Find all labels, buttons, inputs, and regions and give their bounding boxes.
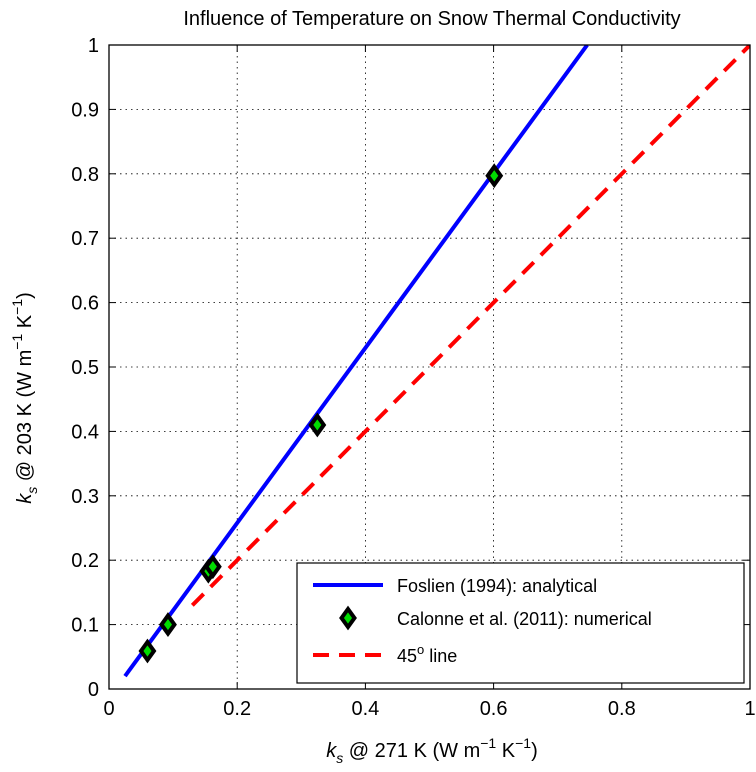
y-tick-label: 0 — [88, 679, 99, 701]
ticks: 0 0.2 0.4 0.6 0.8 1 0 0.1 0.2 0.3 0.4 0.5 0.6 0.7 0.8 0… — [71, 35, 755, 720]
legend-item: 45o line — [313, 642, 457, 666]
x-tick-label: 0.2 — [223, 698, 251, 720]
y-tick-label: 0.5 — [71, 357, 99, 379]
calonne-data-point — [308, 412, 327, 438]
calonne-data-point — [159, 612, 177, 638]
y-tick-label: 0.8 — [71, 164, 99, 186]
y-tick-label: 1 — [88, 35, 99, 57]
chart-title: Influence of Temperature on Snow Thermal… — [183, 8, 680, 30]
x-tick-label: 1 — [744, 698, 755, 720]
x-axis-label: ks @ 271 K (W m−1 K−1) — [326, 735, 538, 766]
legend-swatch — [339, 605, 357, 631]
y-tick-label: 0.7 — [71, 228, 99, 250]
y-tick-label: 0.2 — [71, 550, 99, 572]
legend: Foslien (1994): analytical Calonne et al.… — [296, 562, 745, 684]
x-tick-label: 0 — [103, 698, 114, 720]
x-tick-label: 0.4 — [351, 698, 379, 720]
calonne-data-point — [138, 638, 157, 664]
grid — [109, 45, 750, 689]
series-layer — [123, 45, 750, 678]
x-tick-label: 0.8 — [608, 698, 636, 720]
legend-item: Foslien (1994): analytical — [313, 576, 597, 596]
calonne-data-point — [485, 163, 504, 189]
series-45-degree-line — [190, 45, 750, 607]
x-tick-label: 0.6 — [480, 698, 508, 720]
calonne-data-point — [203, 554, 222, 580]
y-tick-label: 0.9 — [71, 99, 99, 121]
legend-label: 45o line — [397, 642, 457, 666]
y-tick-label: 0.6 — [71, 293, 99, 315]
legend-item: Calonne et al. (2011): numerical — [339, 605, 652, 631]
y-tick-label: 0.3 — [71, 486, 99, 508]
legend-label: Foslien (1994): analytical — [397, 576, 597, 596]
y-axis-label: ks @ 203 K (W m−1 K−1) — [9, 292, 40, 504]
y-tick-label: 0.4 — [71, 421, 99, 443]
y-tick-label: 0.1 — [71, 615, 99, 637]
legend-label: Calonne et al. (2011): numerical — [397, 609, 652, 629]
